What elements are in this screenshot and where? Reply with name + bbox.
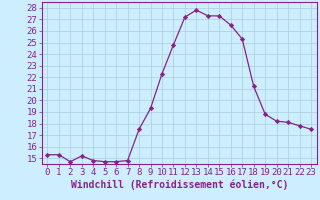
X-axis label: Windchill (Refroidissement éolien,°C): Windchill (Refroidissement éolien,°C) — [70, 180, 288, 190]
